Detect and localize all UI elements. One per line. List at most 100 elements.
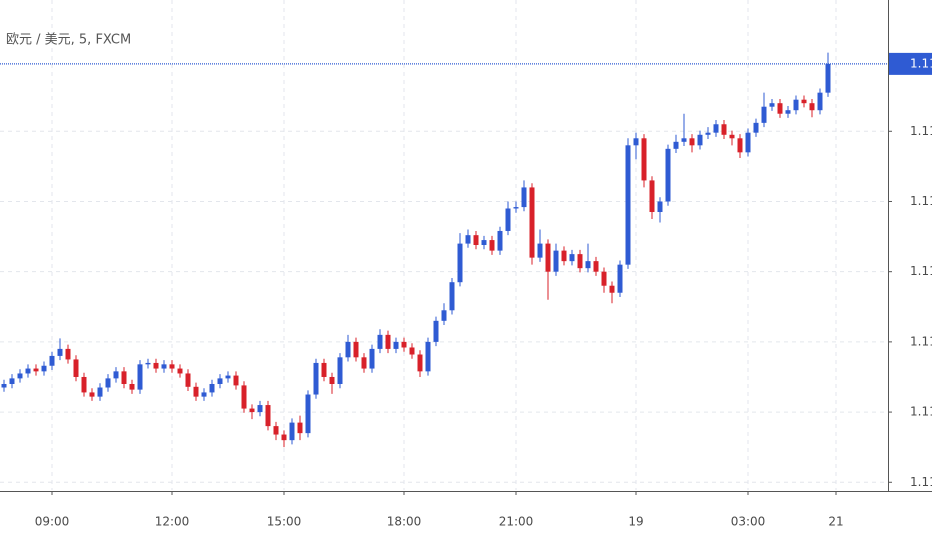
candle-body	[297, 422, 303, 434]
candle-body	[289, 422, 295, 441]
candle-body	[113, 371, 119, 379]
x-tick-label: 21	[828, 515, 843, 529]
candle-body	[9, 378, 15, 384]
candle-body	[513, 207, 519, 209]
chart-title: 欧元 / 美元, 5, FXCM	[6, 33, 131, 48]
last-price-label: 1.11696	[910, 56, 932, 70]
candle-body	[617, 264, 623, 293]
candle-body	[233, 375, 239, 386]
candle-body	[185, 373, 191, 387]
candle-body	[313, 362, 319, 395]
candle-body	[729, 134, 735, 139]
y-tick-label: 1.11100	[910, 475, 932, 489]
candle-body	[753, 122, 759, 133]
x-tick-label: 18:00	[387, 515, 422, 529]
candle-body	[425, 341, 431, 372]
y-tick-label: 1.11600	[910, 124, 932, 138]
candle-body	[697, 134, 703, 146]
x-tick-label: 21:00	[499, 515, 534, 529]
candle-body	[793, 99, 799, 111]
candle-body	[761, 106, 767, 123]
candle-body	[153, 362, 159, 369]
candle-body	[601, 271, 607, 286]
candle-body	[641, 138, 647, 181]
candle-body	[705, 132, 711, 135]
candle-body	[457, 243, 463, 283]
candle-body	[361, 357, 367, 369]
candle-body	[665, 148, 671, 202]
candle-body	[585, 261, 591, 269]
x-tick-label: 09:00	[35, 515, 70, 529]
candle-body	[193, 386, 199, 397]
candle-body	[489, 240, 495, 251]
candle-body	[745, 132, 751, 153]
candle-body	[769, 103, 775, 107]
candle-body	[625, 145, 631, 265]
y-tick-label: 1.11400	[910, 264, 932, 278]
candle-body	[353, 341, 359, 358]
candle-body	[505, 208, 511, 231]
x-tick-label: 12:00	[155, 515, 190, 529]
x-tick-label: 03:00	[731, 515, 766, 529]
candle-body	[241, 385, 247, 409]
candle-body	[521, 187, 527, 208]
candle-body	[417, 354, 423, 372]
candle-body	[49, 355, 55, 366]
candle-body	[593, 261, 599, 272]
candle-body	[449, 282, 455, 311]
candle-body	[377, 334, 383, 349]
candle-body	[409, 347, 415, 355]
candle-body	[561, 250, 567, 262]
y-tick-label: 1.11200	[910, 405, 932, 419]
candle-body	[281, 434, 287, 441]
candle-body	[249, 408, 255, 413]
candle-body	[801, 99, 807, 104]
last-price-box	[889, 52, 932, 75]
candle-body	[473, 235, 479, 245]
candle-body	[441, 310, 447, 321]
x-tick-label: 15:00	[267, 515, 302, 529]
candle-body	[537, 243, 543, 258]
candle-body	[105, 378, 111, 388]
candle-body	[97, 387, 103, 397]
candle-body	[385, 334, 391, 349]
candle-body	[529, 187, 535, 258]
candle-body	[713, 124, 719, 133]
candle-body	[217, 378, 223, 384]
candle-body	[393, 341, 399, 349]
x-tick-label: 19	[628, 515, 643, 529]
candle-body	[209, 383, 215, 393]
candle-body	[545, 243, 551, 272]
candle-body	[273, 426, 279, 435]
candle-body	[33, 368, 39, 372]
candle-body	[201, 392, 207, 397]
candle-body	[657, 201, 663, 213]
y-tick-label: 1.11300	[910, 334, 932, 348]
candle-body	[809, 103, 815, 111]
candle-body	[17, 373, 23, 379]
candle-body	[305, 394, 311, 434]
candle-body	[465, 235, 471, 244]
candle-body	[1, 383, 7, 388]
candle-body	[177, 368, 183, 374]
candle-body	[145, 362, 151, 365]
candle-body	[369, 348, 375, 369]
candle-body	[329, 376, 335, 384]
candle-body	[137, 364, 143, 390]
candle-body	[569, 254, 575, 262]
candle-body	[129, 383, 135, 390]
candle-body	[609, 285, 615, 293]
candle-body	[225, 375, 231, 379]
candles	[1, 52, 831, 448]
candle-body	[321, 362, 327, 377]
candle-body	[161, 364, 167, 369]
candle-body	[689, 138, 695, 146]
candle-body	[673, 141, 679, 149]
candle-body	[169, 364, 175, 369]
candle-body	[345, 341, 351, 358]
candle-body	[25, 368, 31, 374]
candle-body	[577, 254, 583, 269]
candle-body	[481, 240, 487, 245]
